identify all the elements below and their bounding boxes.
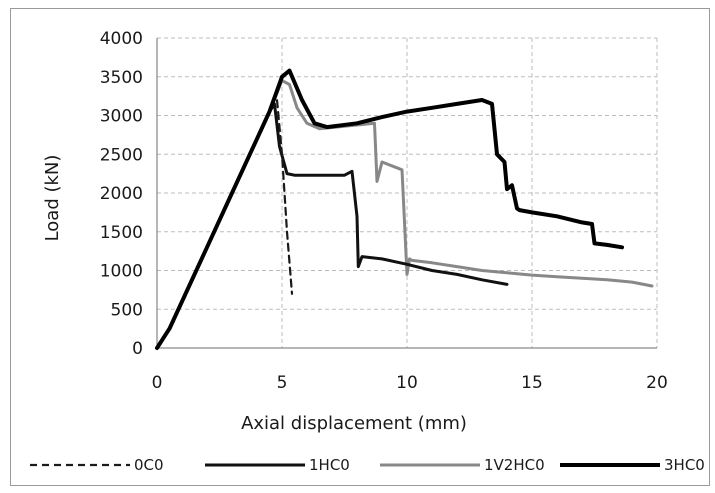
axes bbox=[156, 38, 657, 349]
legend: 0C0 1HC0 1V2HC0 3HC0 bbox=[30, 456, 705, 474]
series-line-3hc0 bbox=[155, 68, 624, 350]
x-tick-label: 0 bbox=[152, 373, 163, 393]
series-line-1hc0 bbox=[155, 102, 509, 350]
series-line-1v2hc0 bbox=[155, 79, 654, 350]
y-tick-label: 1500 bbox=[100, 223, 143, 243]
series-lines bbox=[155, 68, 654, 350]
y-axis-label: Load (kN) bbox=[42, 155, 63, 242]
chart-frame bbox=[10, 8, 710, 486]
grid-lines bbox=[157, 37, 658, 348]
legend-label-0c0: 0C0 bbox=[134, 456, 164, 474]
y-tick-label: 4000 bbox=[100, 29, 143, 49]
y-tick-label: 2500 bbox=[100, 145, 143, 165]
y-tick-label: 0 bbox=[132, 339, 143, 359]
x-tick-label: 20 bbox=[646, 373, 668, 393]
x-tick-label: 5 bbox=[277, 373, 288, 393]
y-tick-label: 3500 bbox=[100, 68, 143, 88]
legend-label-1hc0: 1HC0 bbox=[309, 456, 350, 474]
y-tick-label: 2000 bbox=[100, 184, 143, 204]
x-tick-label: 10 bbox=[396, 373, 418, 393]
legend-label-3hc0: 3HC0 bbox=[664, 456, 705, 474]
legend-label-1v2hc0: 1V2HC0 bbox=[484, 456, 545, 474]
y-tick-label: 500 bbox=[111, 300, 143, 320]
x-tick-label: 15 bbox=[521, 373, 543, 393]
y-tick-label: 1000 bbox=[100, 262, 143, 282]
y-tick-label: 3000 bbox=[100, 107, 143, 127]
tick-labels: 0 500 1000 1500 2000 2500 3000 3500 4000 0 5 10 15 20 bbox=[100, 29, 668, 393]
x-axis-label: Axial displacement (mm) bbox=[241, 413, 467, 434]
